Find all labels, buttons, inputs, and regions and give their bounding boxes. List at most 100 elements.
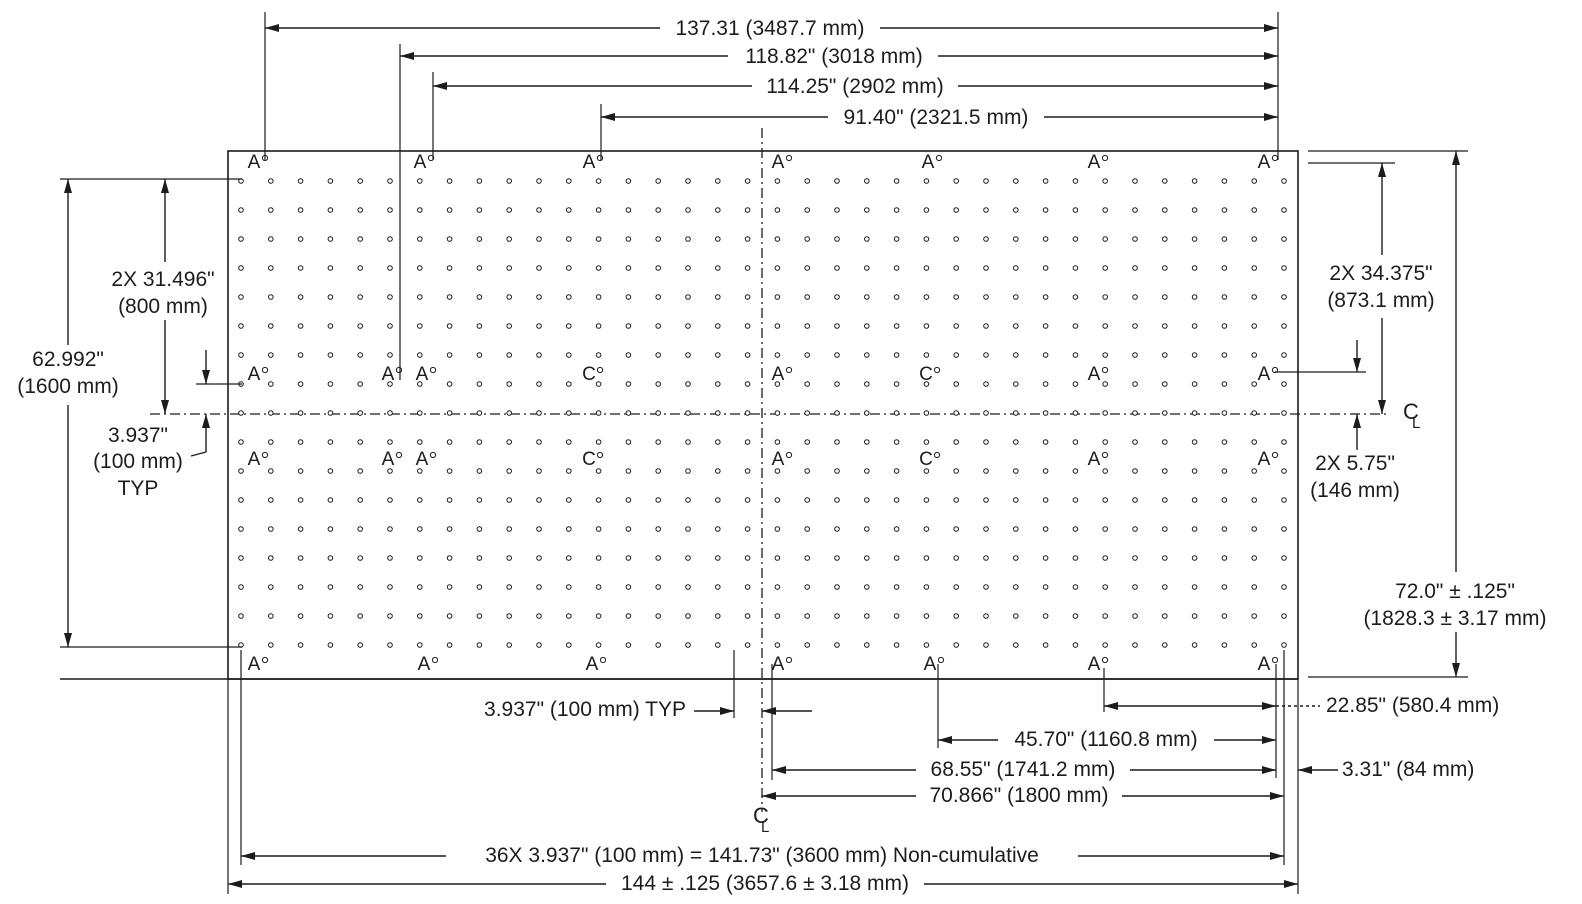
grid-hole [1251,439,1257,445]
grid-hole [744,497,751,503]
grid-hole [566,468,572,474]
grid-hole [446,265,453,271]
grid-hole [476,468,483,474]
grid-hole [1132,265,1138,271]
mounting-mark-label: A [772,449,785,470]
grid-hole [1042,468,1049,474]
grid-hole [327,555,334,561]
grid-hole [536,236,542,242]
grid-hole [923,555,930,561]
grid-hole [1072,468,1079,474]
grid-hole [446,439,453,445]
grid-hole [387,410,393,416]
mounting-hole [1101,366,1109,374]
grid-hole [1132,642,1138,648]
dim-22-85: 22.85" (580.4 mm) [1103,664,1499,778]
grid-hole [625,468,632,474]
grid-hole [446,642,453,648]
grid-hole [893,584,900,590]
grid-hole [834,642,840,648]
grid-hole [715,207,721,213]
grid-hole [864,642,870,648]
dim-45-70: 45.70" (1160.8 mm) [937,664,1276,751]
grid-hole [446,555,453,561]
grid-hole [238,497,244,503]
mounting-mark-label: A [772,364,785,385]
grid-hole [953,613,960,619]
grid-hole [1221,613,1228,619]
grid-hole [1072,439,1079,445]
mounting-hole [785,154,793,162]
grid-hole [476,381,483,387]
grid-hole [566,352,572,358]
mounting-hole [785,451,793,459]
grid-hole [983,381,989,387]
svg-text:91.40" (2321.5 mm): 91.40" (2321.5 mm) [844,106,1029,129]
grid-hole [1042,526,1049,532]
grid-hole [1221,497,1228,503]
grid-hole [238,265,244,271]
grid-hole [893,207,900,213]
grid-hole [1221,236,1228,242]
grid-hole [1013,410,1019,416]
grid-hole [268,352,274,358]
grid-hole [268,439,274,445]
svg-text:62.992": 62.992" [32,348,104,371]
grid-hole [804,352,811,358]
grid-hole [327,468,334,474]
grid-hole [625,584,632,590]
centerline-symbol-right: C L [1403,399,1420,432]
mounting-mark-label: A [586,654,599,675]
grid-hole [268,555,274,561]
grid-hole [1072,352,1079,358]
grid-hole [864,526,870,532]
grid-hole [327,613,334,619]
grid-hole [774,439,781,445]
grid-hole [864,468,870,474]
grid-hole [774,381,781,387]
grid-hole [893,323,900,329]
grid-hole [1221,178,1228,184]
svg-text:144 ± .125 (3657.6 ± 3.18 mm): 144 ± .125 (3657.6 ± 3.18 mm) [621,872,909,895]
grid-hole [1281,207,1287,213]
svg-text:C: C [753,803,769,828]
grid-hole [744,236,751,242]
grid-hole [655,410,662,416]
grid-hole [446,294,453,300]
grid-hole [983,352,989,358]
svg-text:137.31 (3487.7 mm): 137.31 (3487.7 mm) [675,17,864,40]
grid-hole [1162,468,1168,474]
grid-hole [893,497,900,503]
grid-hole [595,642,602,648]
grid-hole [1221,584,1228,590]
grid-hole [1191,323,1198,329]
grid-hole [476,323,483,329]
grid-hole [1191,468,1198,474]
grid-hole [953,323,960,329]
grid-hole [268,642,274,648]
grid-hole [893,526,900,532]
grid-hole [1221,642,1228,648]
grid-hole [357,323,364,329]
grid-hole [685,497,691,503]
mounting-hole [429,451,437,459]
grid-hole [625,352,632,358]
grid-hole [1191,265,1198,271]
grid-hole [1013,381,1019,387]
grid-hole [1102,265,1108,271]
dim-62-992: 62.992" (1600 mm) [17,178,242,648]
grid-hole [268,613,274,619]
grid-hole [268,497,274,503]
grid-hole [595,381,602,387]
grid-hole [1281,381,1287,387]
grid-hole [357,555,364,561]
grid-hole [923,410,930,416]
grid-hole [655,439,662,445]
grid-hole [655,584,662,590]
grid-hole [834,468,840,474]
grid-hole [715,381,721,387]
grid-hole [685,613,691,619]
grid-hole [834,439,840,445]
grid-hole [1251,613,1257,619]
grid-hole [1162,236,1168,242]
